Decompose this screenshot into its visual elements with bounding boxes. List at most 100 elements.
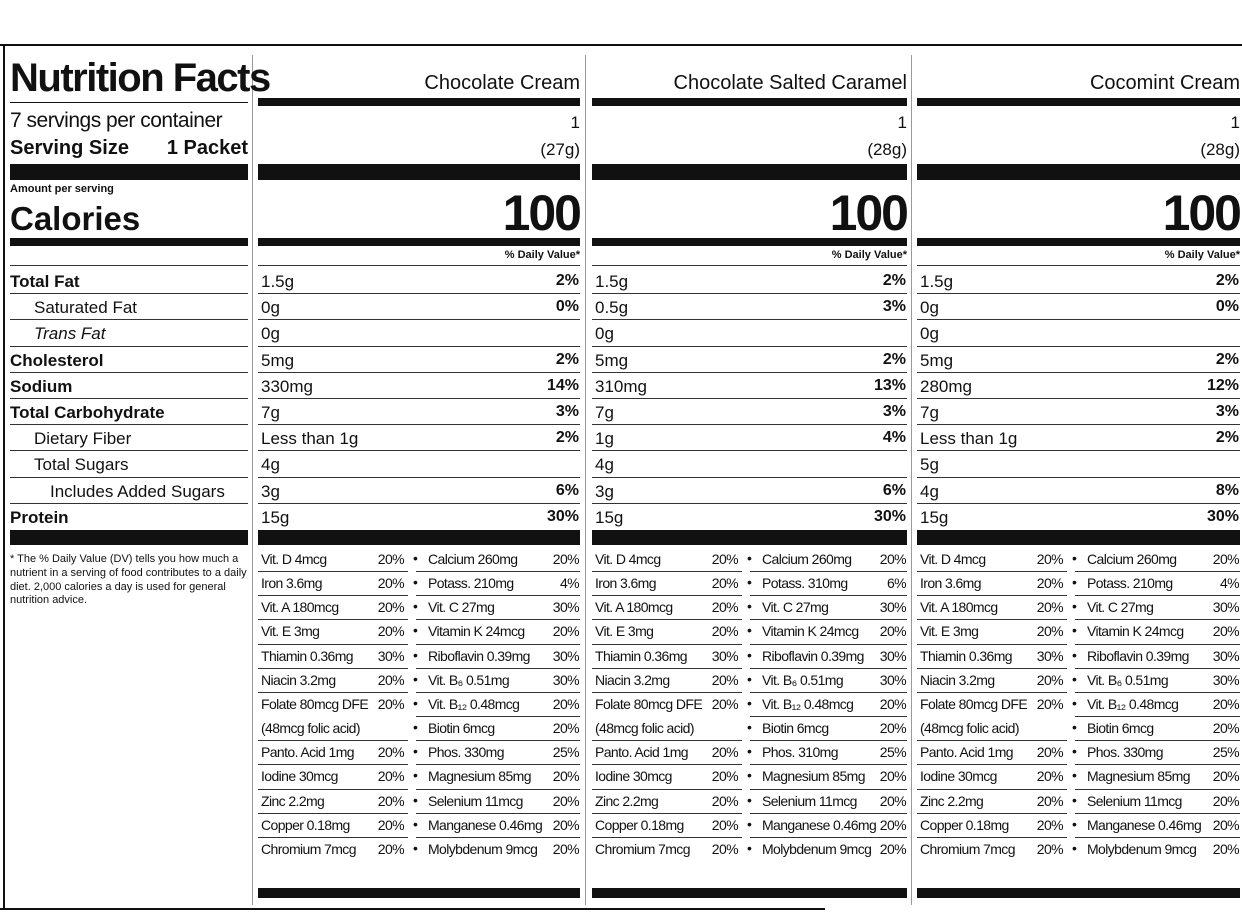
nutrient-amount: 3g: [261, 481, 280, 501]
rule: [750, 788, 907, 790]
vitamin-name: Folate 80mcg DFE: [261, 695, 369, 712]
rule: [917, 293, 1240, 295]
rule: [592, 788, 742, 790]
nutrient-dv: 12%: [1206, 376, 1239, 394]
bullet: •: [747, 598, 752, 615]
vitamin-name: Thiamin 0.36mg: [595, 647, 688, 664]
title-rule: [10, 102, 248, 103]
nutrient-dv: 2%: [1215, 429, 1239, 447]
bullet: •: [747, 767, 752, 784]
nutrient-amount: 4g: [261, 455, 280, 475]
rule: [592, 836, 742, 838]
nutrient-amount: 280mg: [920, 376, 972, 396]
nutrient-dv: 8%: [1215, 481, 1239, 499]
rule: [1075, 667, 1240, 669]
medium-bar: [592, 238, 907, 246]
footnote: * The % Daily Value (DV) tells you how m…: [10, 553, 247, 607]
mineral-dv: 20%: [879, 792, 907, 809]
nutrient-dv: 2%: [882, 272, 906, 289]
nutrient-name: Dietary Fiber: [34, 429, 132, 449]
thick-bar: [917, 888, 1240, 898]
rule: [10, 345, 248, 347]
nutrient-amount: 7g: [595, 403, 614, 422]
mineral-dv: 20%: [552, 840, 580, 857]
mineral-dv: 6%: [886, 575, 907, 592]
thick-bar: [10, 164, 248, 180]
thick-bar: [917, 98, 1240, 106]
thick-bar: [592, 98, 907, 106]
product-name: Cocomint Cream: [1089, 72, 1240, 94]
bullet: •: [413, 550, 418, 566]
bullet: •: [413, 646, 418, 663]
mineral-dv: 20%: [552, 816, 580, 833]
vitamin-name: Iron 3.6mg: [595, 575, 657, 592]
mineral-dv: 30%: [1212, 671, 1240, 688]
rule: [592, 595, 742, 597]
bullet: •: [747, 839, 752, 856]
mineral-name: Vit. B₆ 0.51mg: [762, 671, 844, 688]
rule: [750, 667, 907, 669]
rule: [917, 265, 1240, 266]
rule: [917, 450, 1240, 452]
nutrient-name: Includes Added Sugars: [50, 481, 225, 501]
rule: [1075, 716, 1240, 718]
mineral-name: Selenium 11mcg: [762, 792, 857, 809]
nutrient-amount: 15g: [595, 507, 624, 527]
dv-header: % Daily Value*: [504, 249, 580, 261]
bullet: •: [413, 743, 418, 760]
vitamin-name: Iron 3.6mg: [261, 575, 323, 592]
thick-bar: [592, 530, 907, 545]
mineral-name: Vit. C 27mg: [1087, 599, 1154, 616]
rule: [917, 319, 1240, 321]
nutrient-dv: 30%: [1206, 507, 1239, 525]
rule: [258, 764, 408, 766]
vitamin-dv: 20%: [1036, 671, 1064, 688]
nutrient-dv: 2%: [555, 272, 579, 289]
rule: [592, 265, 907, 266]
vitamin-dv: 20%: [377, 792, 405, 809]
bullet: •: [747, 574, 752, 591]
mineral-dv: 30%: [879, 599, 907, 616]
serving-size-value: 1 Packet: [166, 137, 248, 159]
nutrient-amount: 5mg: [595, 350, 629, 370]
vitamin-name: Thiamin 0.36mg: [261, 647, 354, 664]
mineral-name: Manganese 0.46mg: [762, 816, 877, 833]
vitamin-name: Vit. E 3mg: [261, 623, 320, 640]
rule: [750, 595, 907, 597]
rule: [1075, 595, 1240, 597]
nutrient-amount: 5mg: [261, 350, 295, 370]
rule: [416, 812, 580, 814]
bottom-border: [0, 908, 825, 910]
mineral-name: Phos. 330mg: [428, 744, 505, 761]
rule: [258, 788, 408, 790]
rule: [416, 788, 580, 790]
mineral-name: Manganese 0.46mg: [1087, 816, 1202, 833]
rule: [917, 667, 1067, 669]
rule: [258, 812, 408, 814]
servings-count: 1: [897, 113, 907, 132]
vitamin-dv: 20%: [377, 551, 405, 567]
rule: [258, 424, 580, 426]
nutrient-dv: 6%: [555, 481, 579, 499]
vitamin-dv: 20%: [711, 551, 739, 567]
bullet: •: [413, 694, 418, 711]
mineral-dv: 20%: [552, 720, 580, 737]
vitamin-name: Chromium 7mcg: [261, 840, 356, 857]
vitamin-dv: 20%: [1036, 623, 1064, 640]
vitamin-name: Vit. D 4mcg: [261, 551, 327, 567]
nutrient-dv: 6%: [882, 481, 906, 499]
rule: [416, 571, 580, 573]
vitamin-dv: 20%: [711, 623, 739, 640]
rule: [750, 619, 907, 621]
mineral-dv: 20%: [1212, 792, 1240, 809]
nutrient-dv: 2%: [555, 429, 579, 447]
servings: 7 servings per container: [10, 109, 223, 132]
nutrient-dv: 3%: [882, 403, 906, 420]
thick-bar: [592, 164, 907, 180]
mineral-dv: 20%: [879, 816, 907, 833]
amount-per-serving: Amount per serving: [10, 183, 114, 195]
vitamin-name: Iodine 30mcg: [920, 768, 997, 785]
nutrient-amount: 1.5g: [920, 272, 954, 291]
rule: [1075, 571, 1240, 573]
vitamin-name: Thiamin 0.36mg: [920, 647, 1013, 664]
